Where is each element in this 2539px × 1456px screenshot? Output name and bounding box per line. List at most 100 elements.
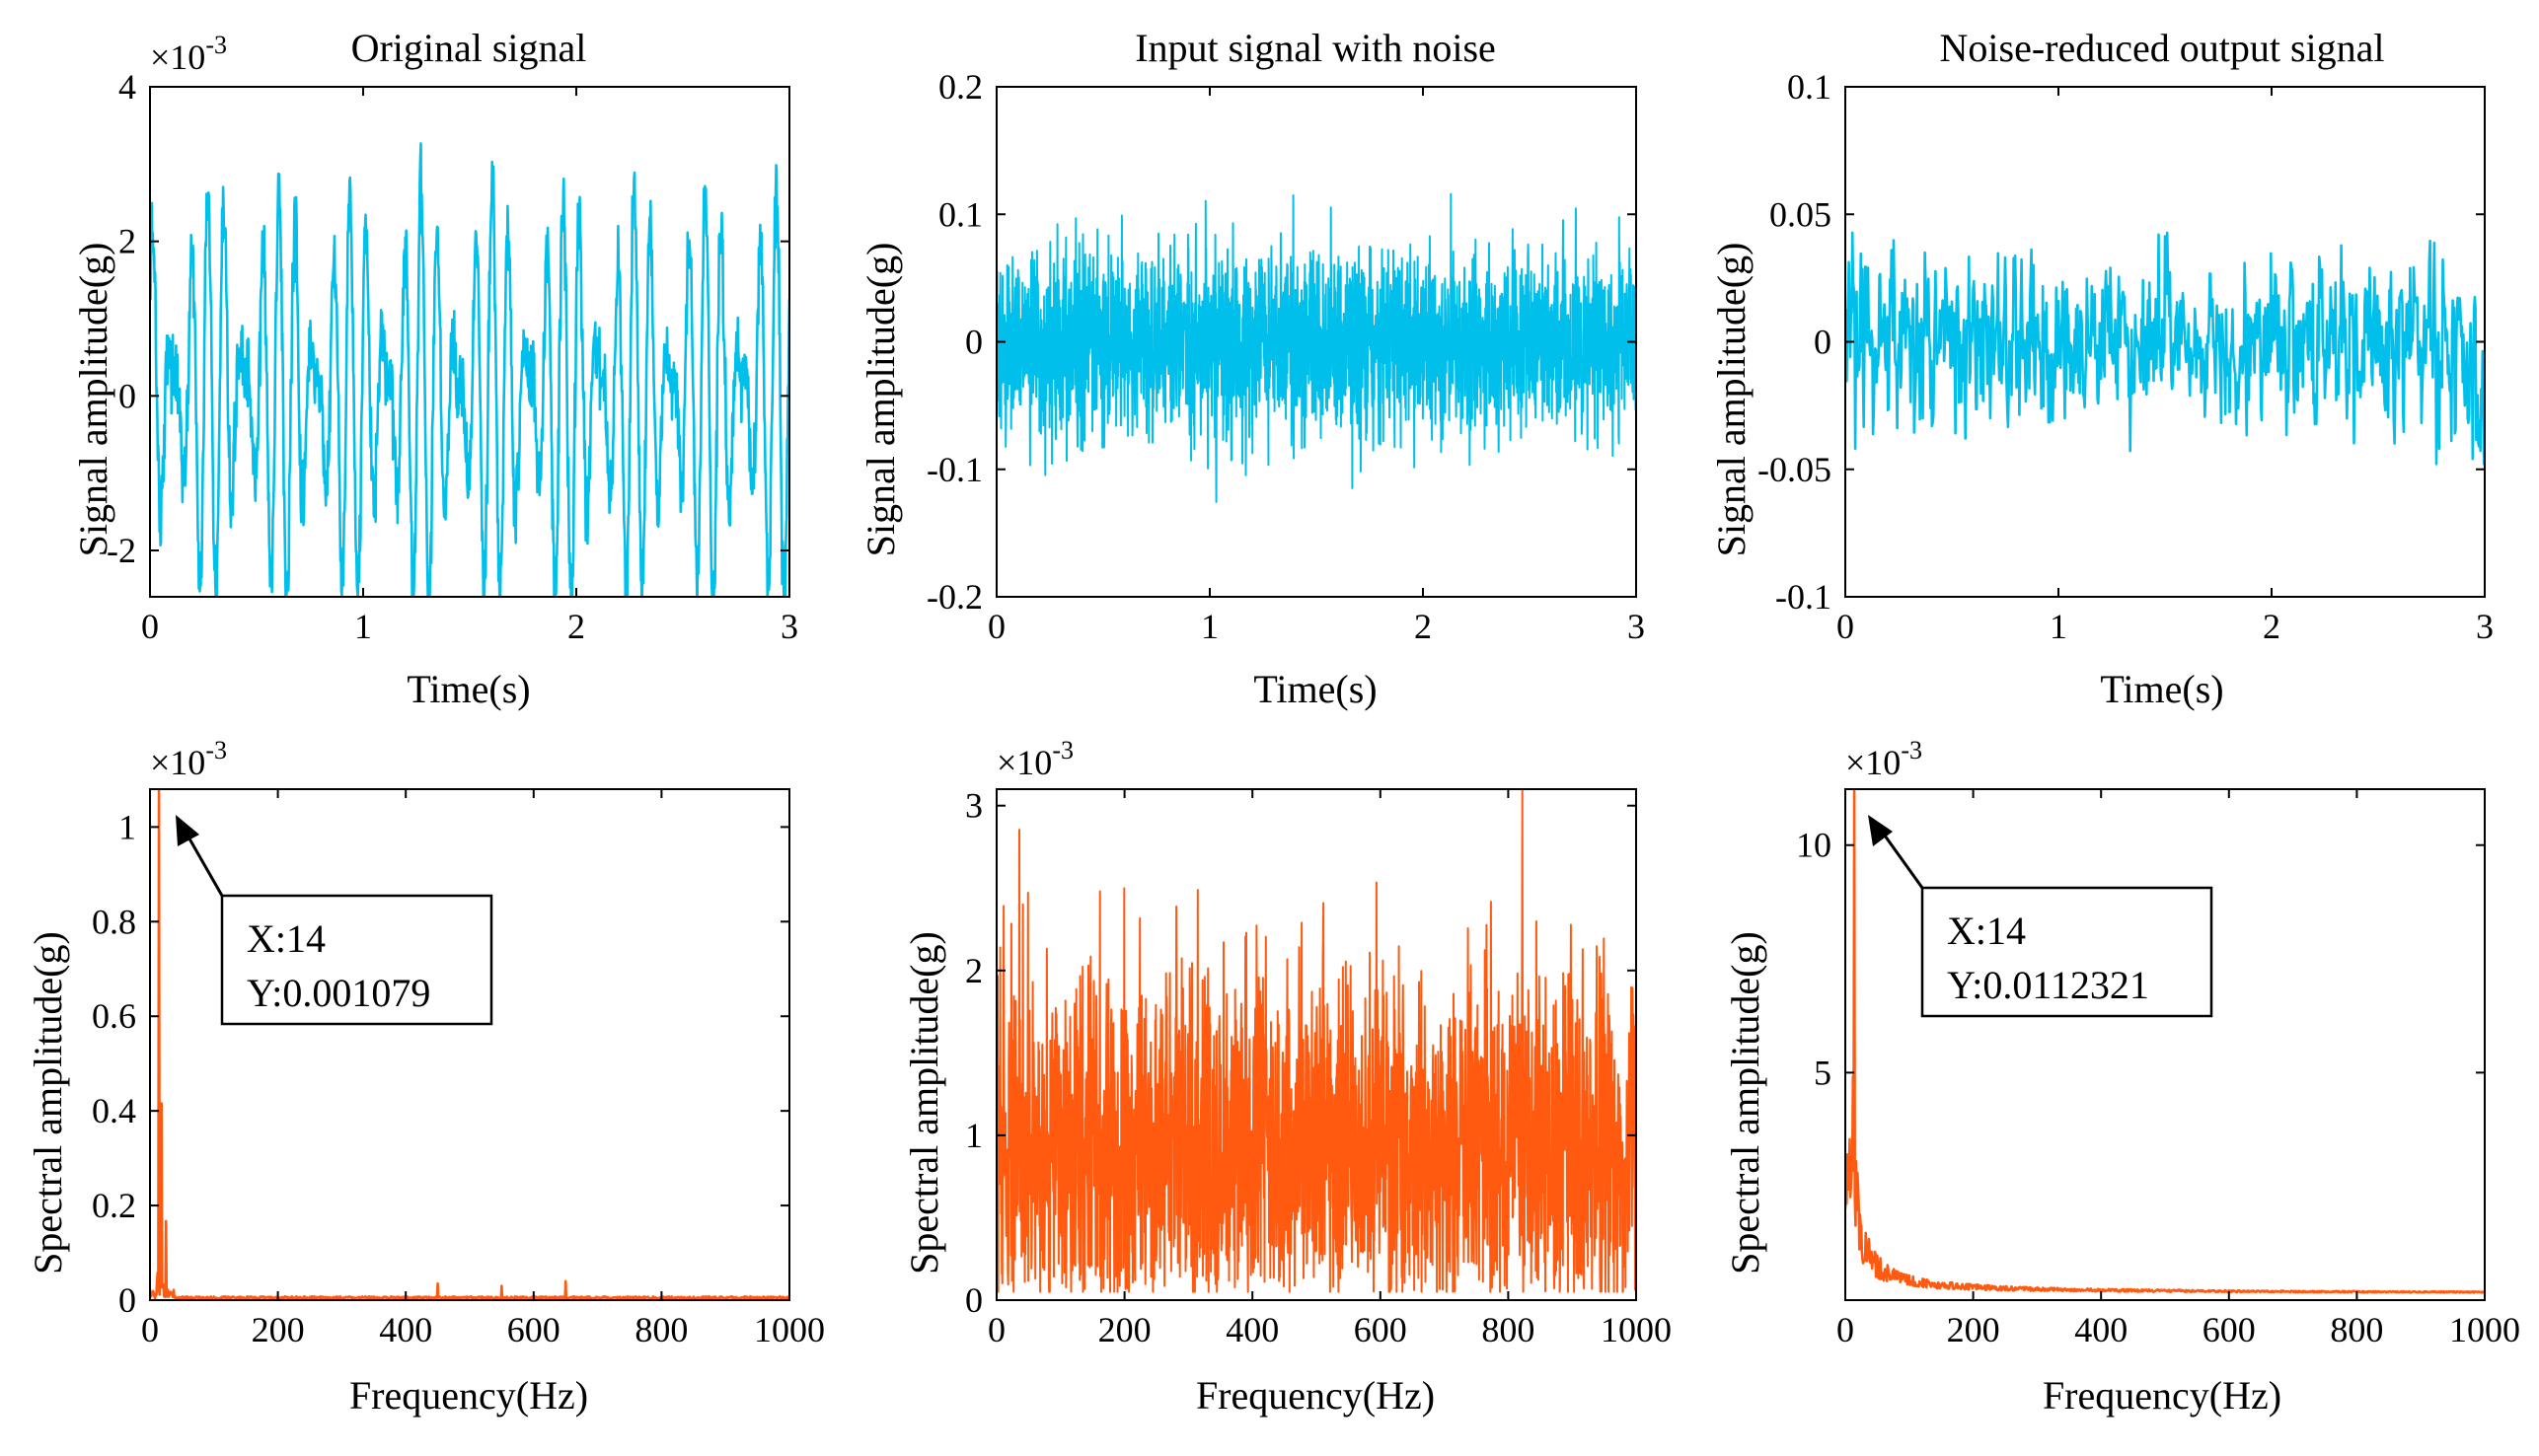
panel-input-spectrum: Frequency(Hz) Spectral amplitude(g) ×10-… xyxy=(902,736,1672,1418)
x-tick-label: 3 xyxy=(2476,607,2494,646)
panel-original-signal: Original signal Time(s) Signal amplitude… xyxy=(71,26,798,711)
y-tick-label: -0.05 xyxy=(1757,450,1831,489)
y-tick-label: 2 xyxy=(118,222,136,261)
y-tick-label: 5 xyxy=(1814,1053,1831,1092)
x-tick-label: 800 xyxy=(2330,1310,2383,1349)
plot-area: 0 1 2 3 -0.1 -0.05 0 0.05 0.1 xyxy=(1757,67,2494,646)
y-tick-label: 0.8 xyxy=(92,902,136,941)
series-line xyxy=(1845,231,2485,466)
data-tip-arrowhead xyxy=(1868,815,1893,846)
y-axis-exponent: ×10-3 xyxy=(1845,736,1922,782)
series-line xyxy=(150,789,789,1300)
series-line xyxy=(1845,789,2485,1294)
data-tip-box xyxy=(220,894,493,1026)
x-tick-label: 0 xyxy=(141,1310,159,1349)
axes-box xyxy=(996,788,1637,1301)
y-axis-exponent: ×10-3 xyxy=(150,736,227,782)
data-tip-y: Y:0.0112321 xyxy=(1947,963,2149,1007)
y-tick-label: 0.1 xyxy=(938,194,983,234)
x-tick-label: 0 xyxy=(1836,1310,1854,1349)
x-tick-label: 1 xyxy=(1201,607,1219,646)
y-axis-exponent: ×10-3 xyxy=(150,31,227,77)
y-axis-label: Signal amplitude(g) xyxy=(71,243,115,557)
x-tick-label: 3 xyxy=(1627,607,1645,646)
panel-input-signal: Input signal with noise Time(s) Signal a… xyxy=(859,26,1645,711)
x-axis-label: Time(s) xyxy=(2100,667,2223,711)
x-tick-label: 600 xyxy=(507,1310,560,1349)
x-tick-label: 400 xyxy=(2074,1310,2128,1349)
axes-box xyxy=(149,86,790,598)
axes-box xyxy=(149,788,790,1301)
x-tick-label: 800 xyxy=(635,1310,688,1349)
x-axis-label: Frequency(Hz) xyxy=(349,1373,588,1418)
y-tick-label: 0.05 xyxy=(1769,194,1831,234)
panel-output-signal: Noise-reduced output signal Time(s) Sign… xyxy=(1709,26,2494,711)
y-tick-label: 0.6 xyxy=(92,996,136,1036)
x-axis-label: Frequency(Hz) xyxy=(2043,1373,2281,1418)
panel-title: Original signal xyxy=(351,26,587,70)
y-tick-label: 0 xyxy=(965,323,983,362)
x-tick-label: 2 xyxy=(567,607,585,646)
y-tick-label: 0 xyxy=(118,376,136,415)
x-tick-label: 800 xyxy=(1481,1310,1534,1349)
y-tick-label: 0 xyxy=(1814,323,1831,362)
y-tick-label: 0.2 xyxy=(938,67,983,107)
x-tick-label: 400 xyxy=(379,1310,432,1349)
y-tick-label: 0.2 xyxy=(92,1186,136,1225)
y-tick-label: 3 xyxy=(965,786,983,826)
y-tick-label: -2 xyxy=(107,531,136,570)
panel-original-spectrum: Frequency(Hz) Spectral amplitude(g) ×10-… xyxy=(26,736,825,1418)
y-axis-exponent: ×10-3 xyxy=(997,736,1074,782)
x-tick-label: 2 xyxy=(1414,607,1432,646)
x-tick-label: 2 xyxy=(2263,607,2280,646)
plot-area: 0 200 400 600 800 1000 5 10 xyxy=(1796,788,2520,1349)
x-axis-label: Frequency(Hz) xyxy=(1196,1373,1435,1418)
series-line xyxy=(150,142,789,597)
axes-box xyxy=(1844,788,2486,1301)
x-tick-label: 0 xyxy=(1836,607,1854,646)
data-tip-y: Y:0.001079 xyxy=(247,971,430,1015)
x-tick-label: 1000 xyxy=(2449,1310,2520,1349)
y-axis-label: Spectral amplitude(g) xyxy=(26,931,70,1274)
y-tick-label: -0.1 xyxy=(927,450,983,489)
x-tick-label: 200 xyxy=(1098,1310,1152,1349)
data-tip-arrowhead xyxy=(176,815,199,846)
data-tip-arrow xyxy=(1878,828,1924,889)
x-tick-label: 1 xyxy=(2050,607,2067,646)
data-tip: X:14 Y:0.001079 xyxy=(176,815,493,1026)
x-tick-label: 1 xyxy=(354,607,372,646)
y-tick-label: 1 xyxy=(965,1116,983,1155)
x-axis-label: Time(s) xyxy=(407,667,530,711)
data-tip: X:14 Y:0.0112321 xyxy=(1868,815,2213,1018)
x-tick-label: 3 xyxy=(781,607,798,646)
data-tip-box xyxy=(1920,886,2213,1018)
plot-area: 0 1 2 3 -0.2 -0.1 0 0.1 0.2 xyxy=(927,67,1645,646)
y-tick-label: 0 xyxy=(965,1280,983,1320)
x-tick-label: 400 xyxy=(1226,1310,1279,1349)
plot-area: 0 200 400 600 800 1000 0 1 2 3 xyxy=(965,786,1672,1349)
x-tick-label: 1000 xyxy=(754,1310,825,1349)
y-axis-label: Spectral amplitude(g) xyxy=(902,931,946,1274)
x-axis-label: Time(s) xyxy=(1253,667,1377,711)
y-tick-label: 0.1 xyxy=(1787,67,1831,107)
x-tick-label: 0 xyxy=(988,607,1006,646)
data-tip-x: X:14 xyxy=(247,916,326,961)
y-tick-label: -0.2 xyxy=(927,577,983,617)
y-tick-label: 0.4 xyxy=(92,1091,136,1130)
y-tick-label: -0.1 xyxy=(1775,577,1831,617)
panel-title: Noise-reduced output signal xyxy=(1940,26,2385,70)
y-axis-label: Signal amplitude(g) xyxy=(859,243,903,557)
y-tick-label: 1 xyxy=(118,807,136,846)
x-tick-label: 600 xyxy=(2203,1310,2256,1349)
y-axis-label: Spectral amplitude(g) xyxy=(1723,931,1767,1274)
series-line xyxy=(997,789,1636,1293)
x-tick-label: 1000 xyxy=(1601,1310,1672,1349)
y-tick-label: 0 xyxy=(118,1280,136,1320)
panel-output-spectrum: Frequency(Hz) Spectral amplitude(g) ×10-… xyxy=(1723,736,2520,1418)
panel-title: Input signal with noise xyxy=(1135,26,1496,70)
y-axis-label: Signal amplitude(g) xyxy=(1709,243,1754,557)
series-line xyxy=(997,192,1636,503)
plot-area: 0 200 400 600 800 1000 0 0.2 0.4 0.6 0.8 1 xyxy=(92,788,825,1349)
